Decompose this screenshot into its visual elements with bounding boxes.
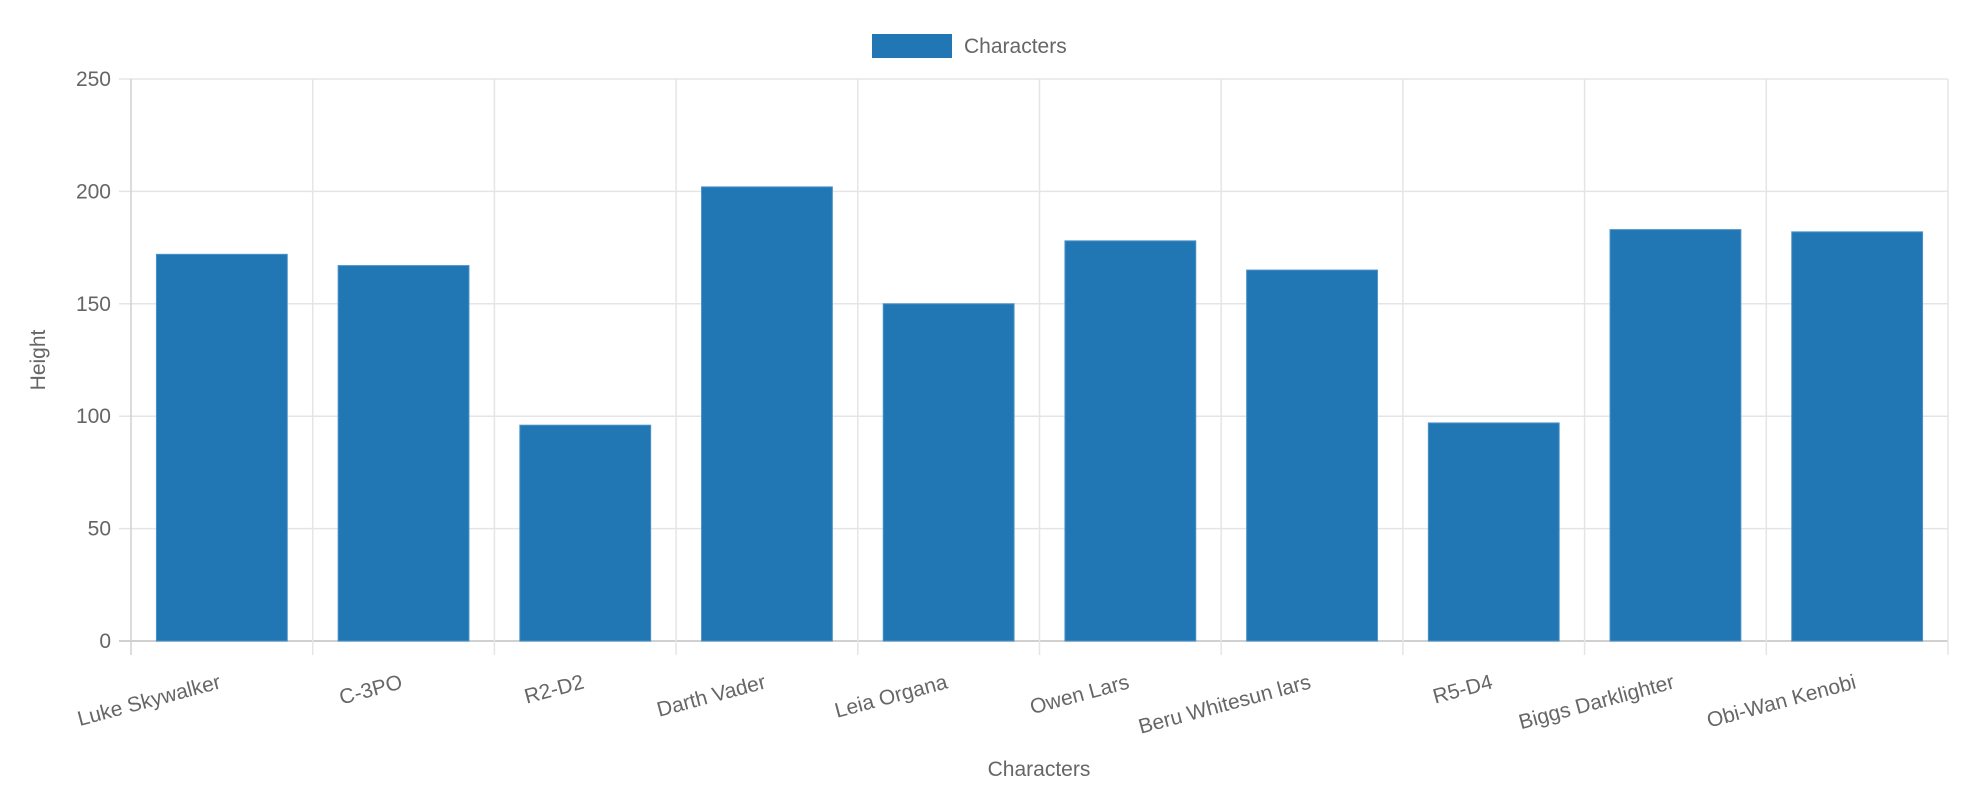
y-axis-ticks: 0 50 100 150 200 250 <box>76 68 111 653</box>
legend-swatch <box>872 34 952 58</box>
y-tick-label: 200 <box>76 180 111 203</box>
bar <box>1609 229 1742 642</box>
bar <box>1064 240 1197 642</box>
legend-label: Characters <box>964 35 1067 58</box>
x-tick-label: Leia Organa <box>832 671 950 723</box>
bar <box>1791 231 1924 642</box>
x-tick-label: Owen Lars <box>1028 671 1132 719</box>
bar <box>155 253 288 642</box>
bar <box>701 186 833 642</box>
y-tick-label: 150 <box>76 293 111 316</box>
x-tick-label: C-3PO <box>337 671 405 710</box>
y-axis-title: Height <box>27 329 50 390</box>
x-tick-label: Obi-Wan Kenobi <box>1704 671 1858 733</box>
x-tick-label: R5-D4 <box>1430 671 1495 709</box>
bar <box>1427 422 1560 642</box>
x-tick-label: R2-D2 <box>522 671 587 709</box>
bar <box>337 265 470 642</box>
bar <box>519 424 652 642</box>
x-axis-title: Characters <box>988 758 1091 781</box>
y-tick-label: 50 <box>88 518 111 541</box>
legend[interactable]: Characters <box>872 34 1067 58</box>
x-axis-ticks: Luke Skywalker C-3PO R2-D2 Darth Vader Leia … <box>75 671 1858 739</box>
bar <box>882 303 1015 642</box>
x-tick-label: Beru Whitesun lars <box>1136 671 1313 739</box>
x-tick-label: Darth Vader <box>654 671 768 722</box>
x-tick-label: Biggs Darklighter <box>1516 671 1676 735</box>
bars <box>155 186 1924 642</box>
bar <box>1246 269 1378 642</box>
x-tick-label: Luke Skywalker <box>75 671 223 731</box>
y-tick-label: 250 <box>76 68 111 91</box>
y-tick-label: 0 <box>99 630 111 653</box>
y-tick-label: 100 <box>76 405 111 428</box>
